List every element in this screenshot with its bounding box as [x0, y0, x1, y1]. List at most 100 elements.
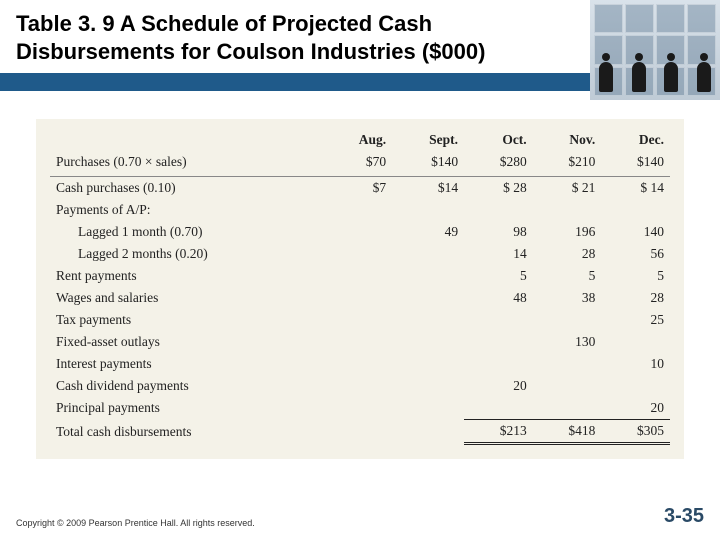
row-value	[533, 199, 602, 221]
table-row: Wages and salaries 483828	[50, 287, 670, 309]
row-label: Payments of A/P:	[50, 199, 323, 221]
row-value	[464, 397, 533, 420]
row-value: 28	[601, 287, 670, 309]
row-value	[323, 199, 392, 221]
row-value: 56	[601, 243, 670, 265]
row-value: 28	[533, 243, 602, 265]
copyright-text: Copyright © 2009 Pearson Prentice Hall. …	[16, 518, 255, 528]
decorative-header-image	[590, 0, 720, 100]
row-value: 25	[601, 309, 670, 331]
row-value	[323, 287, 392, 309]
slide-header: Table 3. 9 A Schedule of Projected Cash …	[0, 0, 720, 73]
row-value: 49	[392, 221, 464, 243]
table-row: Lagged 2 months (0.20) 142856	[50, 243, 670, 265]
page-number: 3-35	[664, 505, 704, 528]
table-row: Cash dividend payments 20	[50, 375, 670, 397]
purchases-oct: $280	[464, 151, 533, 177]
row-value	[533, 397, 602, 420]
row-value: $14	[392, 177, 464, 200]
table-row: Lagged 1 month (0.70)4998196140	[50, 221, 670, 243]
col-nov: Nov.	[533, 129, 602, 151]
col-oct: Oct.	[464, 129, 533, 151]
row-label: Rent payments	[50, 265, 323, 287]
row-value	[392, 287, 464, 309]
disbursements-table: Aug. Sept. Oct. Nov. Dec. Purchases (0.7…	[50, 129, 670, 445]
row-value	[392, 375, 464, 397]
purchases-row: Purchases (0.70 × sales) $70 $140 $280 $…	[50, 151, 670, 177]
row-label: Fixed-asset outlays	[50, 331, 323, 353]
total-value	[392, 420, 464, 444]
row-value	[392, 265, 464, 287]
row-label: Principal payments	[50, 397, 323, 420]
row-value	[601, 375, 670, 397]
row-value	[323, 309, 392, 331]
total-value	[323, 420, 392, 444]
row-value: 38	[533, 287, 602, 309]
row-value	[464, 353, 533, 375]
disbursements-table-container: Aug. Sept. Oct. Nov. Dec. Purchases (0.7…	[36, 119, 684, 459]
row-value: 48	[464, 287, 533, 309]
row-value	[323, 397, 392, 420]
slide-footer: Copyright © 2009 Pearson Prentice Hall. …	[16, 505, 704, 528]
row-value: $ 28	[464, 177, 533, 200]
row-value: 196	[533, 221, 602, 243]
purchases-dec: $140	[601, 151, 670, 177]
row-value	[392, 243, 464, 265]
table-row: Fixed-asset outlays 130	[50, 331, 670, 353]
row-value	[323, 331, 392, 353]
row-value	[392, 353, 464, 375]
row-value	[323, 221, 392, 243]
table-row: Payments of A/P:	[50, 199, 670, 221]
col-dec: Dec.	[601, 129, 670, 151]
total-value: $305	[601, 420, 670, 444]
row-value	[392, 397, 464, 420]
row-value	[323, 375, 392, 397]
row-value	[392, 309, 464, 331]
row-value	[323, 265, 392, 287]
row-value: 130	[533, 331, 602, 353]
table-row: Tax payments25	[50, 309, 670, 331]
row-value	[392, 199, 464, 221]
total-row: Total cash disbursements $213$418$305	[50, 420, 670, 444]
row-value	[323, 353, 392, 375]
row-value: 10	[601, 353, 670, 375]
row-value: 20	[464, 375, 533, 397]
row-value	[601, 199, 670, 221]
table-header: Aug. Sept. Oct. Nov. Dec. Purchases (0.7…	[50, 129, 670, 177]
row-value: $7	[323, 177, 392, 200]
row-value: $ 21	[533, 177, 602, 200]
row-value	[464, 331, 533, 353]
table-row: Interest payments 10	[50, 353, 670, 375]
row-value: $ 14	[601, 177, 670, 200]
purchases-aug: $70	[323, 151, 392, 177]
row-value	[533, 375, 602, 397]
purchases-sept: $140	[392, 151, 464, 177]
row-value: 140	[601, 221, 670, 243]
row-value	[533, 309, 602, 331]
table-row: Cash purchases (0.10)$7$14$ 28$ 21$ 14	[50, 177, 670, 200]
total-label: Total cash disbursements	[50, 420, 323, 444]
slide-title: Table 3. 9 A Schedule of Projected Cash …	[16, 10, 576, 65]
row-value	[533, 353, 602, 375]
total-value: $418	[533, 420, 602, 444]
purchases-label: Purchases (0.70 × sales)	[50, 151, 323, 177]
row-label: Cash purchases (0.10)	[50, 177, 323, 200]
row-label: Lagged 2 months (0.20)	[50, 243, 323, 265]
col-aug: Aug.	[323, 129, 392, 151]
row-value	[464, 199, 533, 221]
col-blank	[50, 129, 323, 151]
table-row: Principal payments 20	[50, 397, 670, 420]
row-value: 5	[601, 265, 670, 287]
row-label: Interest payments	[50, 353, 323, 375]
row-label: Wages and salaries	[50, 287, 323, 309]
row-value	[601, 331, 670, 353]
row-value: 20	[601, 397, 670, 420]
row-value: 14	[464, 243, 533, 265]
row-label: Cash dividend payments	[50, 375, 323, 397]
total-value: $213	[464, 420, 533, 444]
row-value	[323, 243, 392, 265]
purchases-nov: $210	[533, 151, 602, 177]
row-value	[464, 309, 533, 331]
row-label: Lagged 1 month (0.70)	[50, 221, 323, 243]
row-value: 5	[464, 265, 533, 287]
